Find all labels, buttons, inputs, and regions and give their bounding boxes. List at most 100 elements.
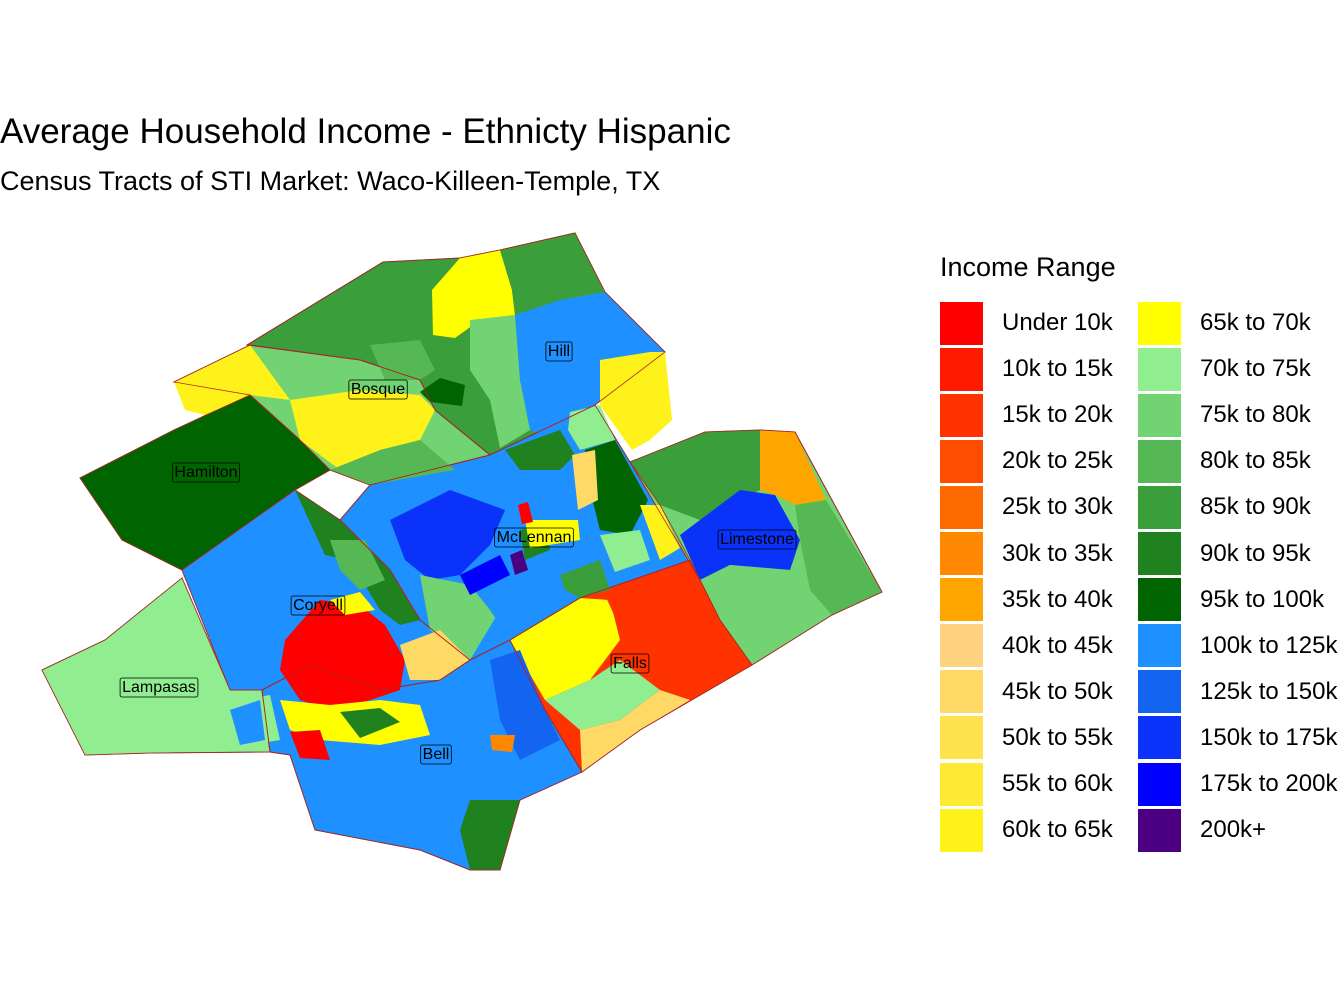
legend-swatch bbox=[940, 624, 983, 668]
legend-swatch bbox=[1138, 393, 1181, 437]
legend-item: 65k to 70k bbox=[1138, 301, 1311, 345]
legend-label: 65k to 70k bbox=[1200, 309, 1311, 336]
census-tract bbox=[330, 592, 375, 615]
legend-swatch bbox=[940, 393, 983, 437]
legend-item: 200k+ bbox=[1138, 808, 1266, 852]
county-label-text: Hamilton bbox=[174, 464, 237, 481]
census-tract bbox=[450, 455, 575, 540]
county-label-box bbox=[610, 653, 650, 674]
legend-label: 25k to 30k bbox=[1002, 493, 1113, 521]
census-tract bbox=[510, 550, 528, 575]
legend-swatch bbox=[1138, 670, 1181, 714]
county-label-text: Lampasas bbox=[122, 679, 196, 696]
legend-label: 175k to 200k bbox=[1200, 770, 1338, 797]
chart-title: Average Household Income - Ethnicty Hisp… bbox=[0, 112, 731, 151]
legend-swatch bbox=[1138, 301, 1181, 345]
legend-item: 150k to 175k bbox=[1138, 716, 1337, 760]
county-label-box bbox=[119, 677, 199, 698]
legend-item: 45k to 50k bbox=[940, 670, 1113, 714]
census-tract bbox=[230, 700, 265, 745]
legend-label: 30k to 35k bbox=[1002, 539, 1113, 567]
legend-item: 60k to 65k bbox=[940, 808, 1113, 852]
census-tract bbox=[280, 600, 405, 710]
census-tract bbox=[500, 233, 605, 315]
county-label-box bbox=[717, 529, 797, 550]
county-labels-layer: Hill Bosque Hamilton McLennan Limestone Corye… bbox=[119, 341, 797, 765]
legend-item: 80k to 85k bbox=[1138, 439, 1311, 483]
legend-swatch bbox=[940, 578, 983, 622]
census-tract bbox=[370, 340, 435, 380]
census-tract bbox=[605, 560, 752, 700]
county-label-lampasas: Lampasas bbox=[119, 677, 199, 698]
legend-label: 60k to 65k bbox=[1002, 816, 1113, 844]
county-label-falls: Falls bbox=[610, 653, 650, 674]
census-tract bbox=[600, 530, 650, 572]
census-tract bbox=[580, 690, 690, 772]
legend-item: 70k to 75k bbox=[1138, 347, 1311, 391]
legend-swatch bbox=[940, 762, 983, 806]
legend-item: 30k to 35k bbox=[940, 532, 1113, 576]
legend-item: 90k to 95k bbox=[1138, 532, 1311, 576]
county-label-bell: Bell bbox=[420, 744, 452, 765]
legend-label: 20k to 25k bbox=[1002, 447, 1113, 475]
county-border bbox=[79, 394, 331, 571]
legend-label: 70k to 75k bbox=[1200, 355, 1311, 383]
census-tract bbox=[525, 520, 580, 548]
county-label-hamilton: Hamilton bbox=[172, 462, 240, 483]
legend-swatch bbox=[1138, 347, 1181, 391]
census-tract bbox=[585, 440, 648, 535]
census-tract bbox=[640, 505, 680, 560]
census-tract bbox=[680, 490, 800, 580]
legend-swatch bbox=[1138, 716, 1181, 760]
county-label-box bbox=[545, 341, 573, 362]
census-tract bbox=[560, 560, 610, 598]
legend-swatch bbox=[940, 439, 983, 483]
legend-swatch bbox=[940, 670, 983, 714]
legend-label: 90k to 95k bbox=[1200, 539, 1311, 567]
county-label-box bbox=[348, 379, 408, 400]
county-label-coryell: Coryell bbox=[290, 595, 346, 616]
census-tract bbox=[432, 250, 515, 338]
chart-subtitle: Census Tracts of STI Market: Waco-Killee… bbox=[0, 166, 661, 196]
census-tract bbox=[420, 378, 465, 406]
legend-swatch bbox=[940, 716, 983, 760]
census-tract bbox=[630, 430, 760, 520]
census-tract bbox=[505, 430, 575, 470]
census-tract bbox=[515, 292, 665, 440]
legend-swatch bbox=[940, 301, 983, 345]
legend-swatch bbox=[1138, 578, 1181, 622]
county-label-bosque: Bosque bbox=[348, 379, 408, 400]
census-tract bbox=[470, 315, 530, 448]
census-tract bbox=[518, 502, 533, 524]
legend-label: 50k to 55k bbox=[1002, 723, 1113, 751]
county-label-text: Hill bbox=[548, 343, 570, 360]
legend-swatch bbox=[1138, 532, 1181, 575]
county-label-text: Coryell bbox=[293, 597, 343, 614]
legend-label: 100k to 125k bbox=[1200, 631, 1338, 659]
legend-item: 25k to 30k bbox=[940, 485, 1113, 529]
census-tract bbox=[700, 565, 832, 665]
legend-item: 85k to 90k bbox=[1138, 485, 1311, 529]
census-tract bbox=[545, 660, 660, 730]
census-tract bbox=[470, 570, 580, 640]
census-tract bbox=[490, 735, 515, 752]
legend-label: 125k to 150k bbox=[1200, 677, 1338, 705]
legend-item: 75k to 80k bbox=[1138, 393, 1311, 437]
county-label-box bbox=[420, 744, 452, 765]
census-tract bbox=[42, 578, 245, 755]
census-tract bbox=[340, 708, 400, 738]
legend-label: 10k to 15k bbox=[1002, 355, 1113, 383]
legend-item: 40k to 45k bbox=[940, 624, 1113, 668]
county-label-hill: Hill bbox=[545, 341, 573, 362]
county-label-mclennan: McLennan bbox=[494, 527, 574, 548]
county-label-text: Bell bbox=[423, 746, 450, 763]
census-tract bbox=[330, 440, 455, 485]
census-tract bbox=[490, 650, 560, 760]
legend-item: 100k to 125k bbox=[1138, 624, 1337, 668]
census-tract bbox=[290, 730, 330, 760]
legend-label: 15k to 20k bbox=[1002, 401, 1113, 429]
legend-label: 55k to 60k bbox=[1002, 770, 1113, 797]
legend-item: 10k to 15k bbox=[940, 347, 1113, 391]
census-tract bbox=[795, 500, 882, 615]
county-label-box bbox=[172, 462, 240, 483]
